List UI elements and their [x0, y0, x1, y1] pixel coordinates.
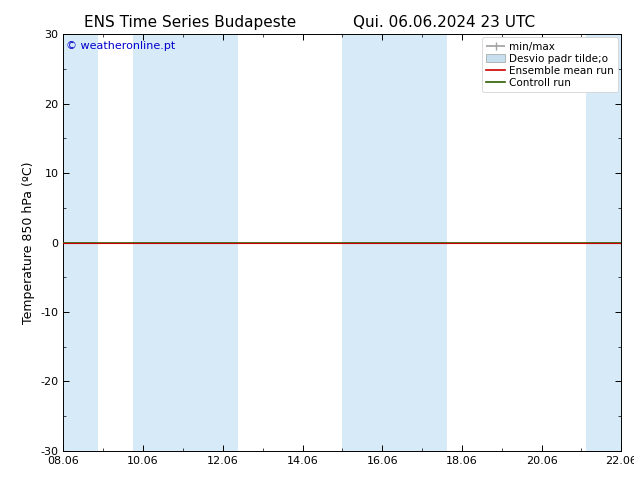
Bar: [133, 34, 203, 451]
Bar: [63, 34, 98, 451]
Text: ENS Time Series Budapeste: ENS Time Series Budapeste: [84, 15, 296, 30]
Bar: [342, 34, 394, 451]
Text: Qui. 06.06.2024 23 UTC: Qui. 06.06.2024 23 UTC: [353, 15, 535, 30]
Bar: [586, 34, 621, 451]
Y-axis label: Temperature 850 hPa (ºC): Temperature 850 hPa (ºC): [22, 161, 35, 324]
Text: © weatheronline.pt: © weatheronline.pt: [66, 41, 176, 50]
Legend: min/max, Desvio padr tilde;o, Ensemble mean run, Controll run: min/max, Desvio padr tilde;o, Ensemble m…: [482, 37, 618, 92]
Bar: [203, 34, 238, 451]
Bar: [394, 34, 447, 451]
